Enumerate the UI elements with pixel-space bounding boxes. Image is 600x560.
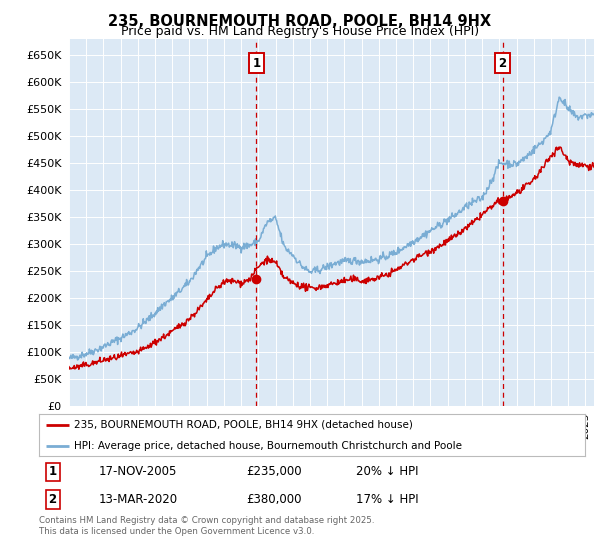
- Text: 235, BOURNEMOUTH ROAD, POOLE, BH14 9HX: 235, BOURNEMOUTH ROAD, POOLE, BH14 9HX: [109, 14, 491, 29]
- Text: 2: 2: [499, 57, 506, 69]
- Text: 2: 2: [49, 493, 57, 506]
- Text: 235, BOURNEMOUTH ROAD, POOLE, BH14 9HX (detached house): 235, BOURNEMOUTH ROAD, POOLE, BH14 9HX (…: [74, 420, 413, 430]
- Text: 13-MAR-2020: 13-MAR-2020: [99, 493, 178, 506]
- Text: 17% ↓ HPI: 17% ↓ HPI: [356, 493, 418, 506]
- Text: £380,000: £380,000: [247, 493, 302, 506]
- Text: 1: 1: [49, 465, 57, 478]
- Text: 1: 1: [252, 57, 260, 69]
- Text: Price paid vs. HM Land Registry's House Price Index (HPI): Price paid vs. HM Land Registry's House …: [121, 25, 479, 38]
- Text: Contains HM Land Registry data © Crown copyright and database right 2025.
This d: Contains HM Land Registry data © Crown c…: [39, 516, 374, 536]
- Text: 17-NOV-2005: 17-NOV-2005: [99, 465, 178, 478]
- Text: 20% ↓ HPI: 20% ↓ HPI: [356, 465, 418, 478]
- Text: £235,000: £235,000: [247, 465, 302, 478]
- Text: HPI: Average price, detached house, Bournemouth Christchurch and Poole: HPI: Average price, detached house, Bour…: [74, 441, 463, 451]
